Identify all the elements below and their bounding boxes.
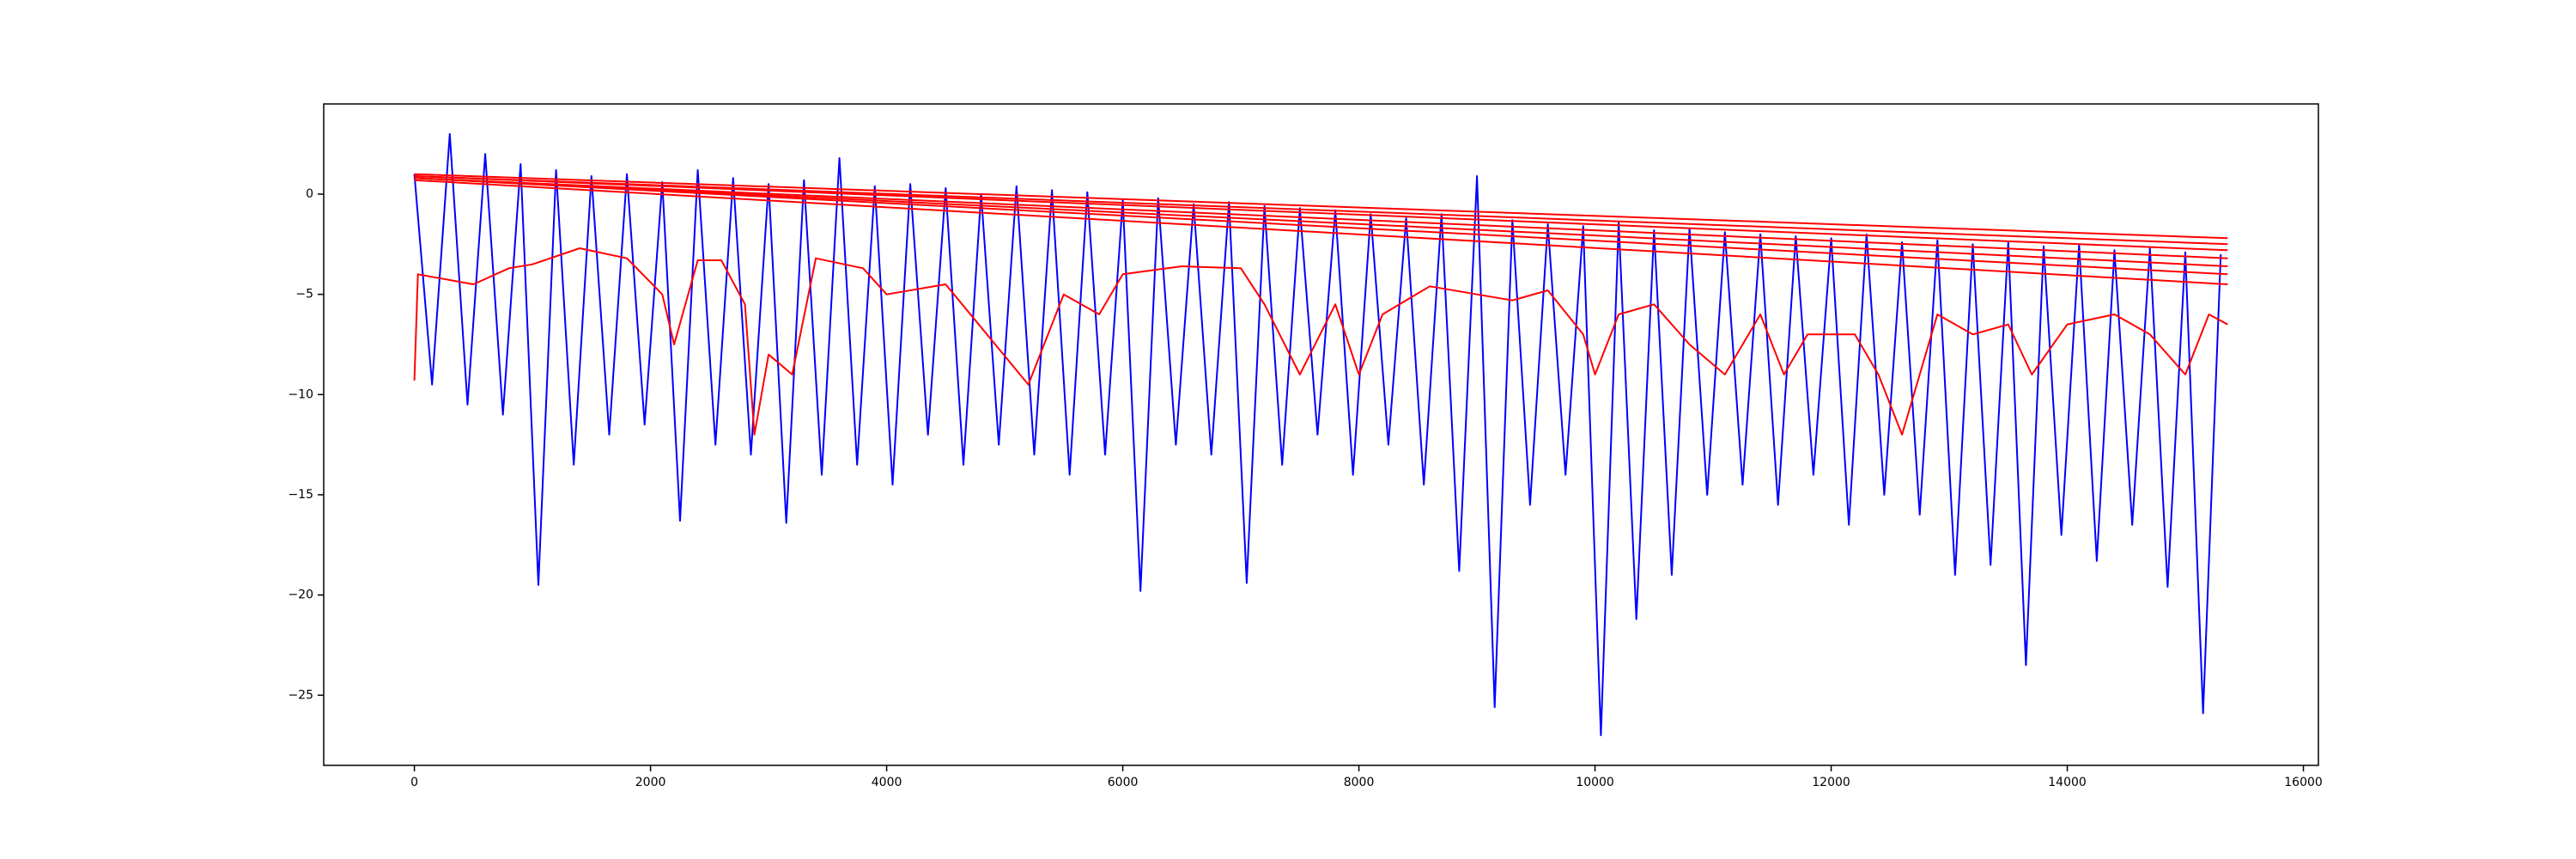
data-line <box>414 177 2228 267</box>
data-line <box>414 175 2228 246</box>
y-tick-label: 0 <box>306 187 313 201</box>
data-line <box>414 177 2228 259</box>
data-line <box>414 177 2228 276</box>
x-tick-label: 2000 <box>635 776 666 789</box>
data-line <box>414 175 2228 252</box>
y-tick-label: −20 <box>288 588 313 602</box>
plot-frame <box>323 103 2319 766</box>
x-tick-label: 10000 <box>1576 776 1614 789</box>
y-tick-label: −25 <box>288 688 313 702</box>
x-tick-label: 4000 <box>872 776 902 789</box>
x-tick-label: 6000 <box>1108 776 1139 789</box>
x-tick-label: 16000 <box>2284 776 2323 789</box>
data-line <box>413 247 2228 436</box>
x-tick-label: 14000 <box>2048 776 2087 789</box>
x-tick-label: 8000 <box>1344 776 1375 789</box>
y-tick-label: −5 <box>295 288 313 302</box>
data-line <box>413 133 2222 736</box>
y-tick-label: −15 <box>288 488 313 502</box>
data-line <box>414 173 2228 240</box>
x-tick-label: 0 <box>410 776 418 789</box>
data-line <box>414 179 2228 285</box>
x-tick-label: 12000 <box>1812 776 1850 789</box>
y-tick-label: −10 <box>288 387 313 401</box>
